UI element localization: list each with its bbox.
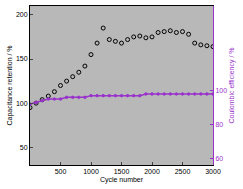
svg-text:100: 100 [16, 100, 28, 107]
svg-text:2000: 2000 [144, 168, 160, 175]
svg-text:1500: 1500 [114, 168, 130, 175]
svg-text:100: 100 [215, 87, 227, 94]
svg-text:500: 500 [55, 168, 67, 175]
svg-text:50: 50 [20, 144, 28, 151]
svg-text:150: 150 [16, 55, 28, 62]
svg-text:Coulombic efficiency / %: Coulombic efficiency / % [228, 47, 236, 123]
svg-text:80: 80 [215, 121, 223, 128]
svg-text:1000: 1000 [83, 168, 99, 175]
svg-text:60: 60 [215, 155, 223, 162]
svg-text:3000: 3000 [205, 168, 221, 175]
svg-text:Cycle number: Cycle number [100, 176, 144, 184]
svg-text:200: 200 [16, 11, 28, 18]
svg-text:Capacitance retention / %: Capacitance retention / % [6, 45, 14, 125]
svg-text:2500: 2500 [175, 168, 191, 175]
